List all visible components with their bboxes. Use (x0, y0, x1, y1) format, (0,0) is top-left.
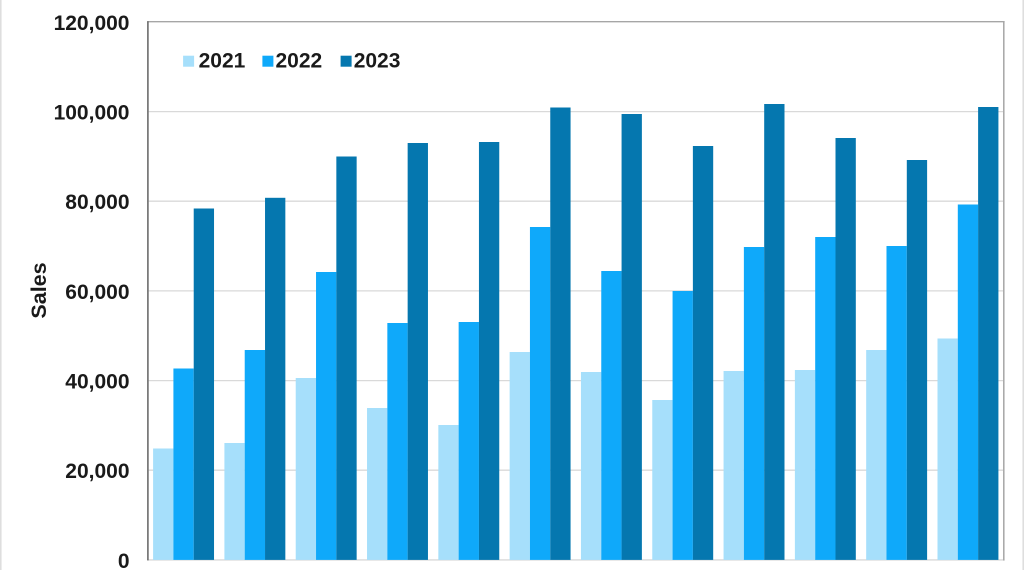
svg-text:0: 0 (118, 550, 130, 570)
svg-text:Sales: Sales (27, 262, 51, 318)
svg-text:2023: 2023 (354, 50, 401, 73)
svg-text:60,000: 60,000 (65, 281, 129, 304)
svg-text:80,000: 80,000 (65, 191, 129, 214)
svg-text:20,000: 20,000 (65, 460, 129, 483)
svg-text:2021: 2021 (199, 50, 246, 73)
svg-text:100,000: 100,000 (54, 102, 130, 125)
svg-text:120,000: 120,000 (54, 12, 130, 35)
svg-text:2022: 2022 (276, 50, 323, 73)
svg-text:40,000: 40,000 (65, 371, 129, 394)
